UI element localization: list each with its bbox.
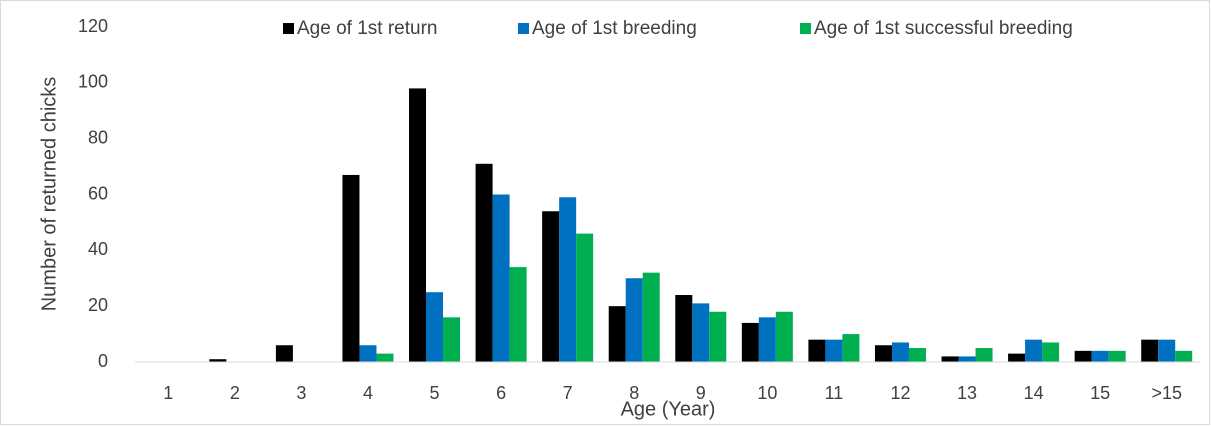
bar (1108, 350, 1126, 362)
y-tick-label: 20 (88, 295, 108, 315)
bar (625, 278, 643, 362)
bar (908, 348, 926, 362)
bar (1158, 339, 1176, 362)
x-tick-label: 12 (890, 383, 910, 403)
bar (509, 267, 527, 362)
x-tick-label: 14 (1024, 383, 1044, 403)
bar (709, 311, 727, 362)
legend-label: Age of 1st breeding (532, 18, 697, 39)
x-tick-label: 8 (629, 383, 639, 403)
bar (576, 233, 594, 362)
x-tick-label: 13 (957, 383, 977, 403)
bar (492, 194, 510, 362)
x-tick-label: 3 (296, 383, 306, 403)
bar (542, 211, 560, 362)
x-tick-label: 1 (163, 383, 173, 403)
x-tick-label: 7 (563, 383, 573, 403)
bar (891, 342, 909, 362)
legend-label: Age of 1st successful breeding (814, 18, 1073, 39)
bar (675, 295, 693, 362)
legend-swatch (800, 23, 811, 34)
x-tick-label: 6 (496, 383, 506, 403)
y-tick-label: 40 (88, 239, 108, 259)
y-tick-label: 0 (98, 351, 108, 371)
bar (1074, 350, 1092, 362)
legend-label: Age of 1st return (297, 18, 437, 39)
bar (475, 163, 493, 362)
bar (342, 174, 360, 362)
bar (1042, 342, 1060, 362)
bar (376, 353, 394, 362)
x-tick-label: 4 (363, 383, 373, 403)
bar (842, 334, 860, 362)
bar (1141, 339, 1159, 362)
bar (825, 339, 843, 362)
x-tick-label: 11 (825, 383, 844, 403)
y-tick-label: 120 (78, 16, 108, 36)
bar (741, 322, 759, 362)
x-tick-label: 10 (757, 383, 777, 403)
x-tick-label: 9 (696, 383, 706, 403)
bar (975, 348, 993, 362)
bar (359, 345, 377, 362)
bar (775, 311, 793, 362)
bar (941, 356, 959, 362)
bar (1008, 353, 1026, 362)
y-tick-label: 80 (88, 127, 108, 147)
bar (1091, 350, 1109, 362)
y-tick-label: 100 (78, 72, 108, 92)
bar (409, 88, 427, 363)
bar (692, 303, 710, 362)
y-axis-title: Number of returned chicks (38, 77, 60, 312)
legend-swatch (518, 23, 529, 34)
x-tick-label: 2 (230, 383, 240, 403)
x-tick-label: 15 (1090, 383, 1110, 403)
bar (608, 306, 626, 362)
x-tick-label: 5 (430, 383, 440, 403)
x-tick-label: >15 (1151, 383, 1182, 403)
x-axis-title: Age (Year) (621, 398, 716, 420)
bar (209, 359, 227, 362)
legend-swatch (283, 23, 294, 34)
bar (275, 345, 293, 362)
y-tick-label: 60 (88, 183, 108, 203)
bar (958, 356, 976, 362)
bar (808, 339, 826, 362)
bar (874, 345, 892, 362)
bar (1175, 350, 1193, 362)
bar (642, 272, 660, 362)
bar (426, 292, 444, 362)
bar (758, 317, 776, 362)
bar (443, 317, 461, 362)
bar (559, 197, 577, 362)
bar (1025, 339, 1043, 362)
